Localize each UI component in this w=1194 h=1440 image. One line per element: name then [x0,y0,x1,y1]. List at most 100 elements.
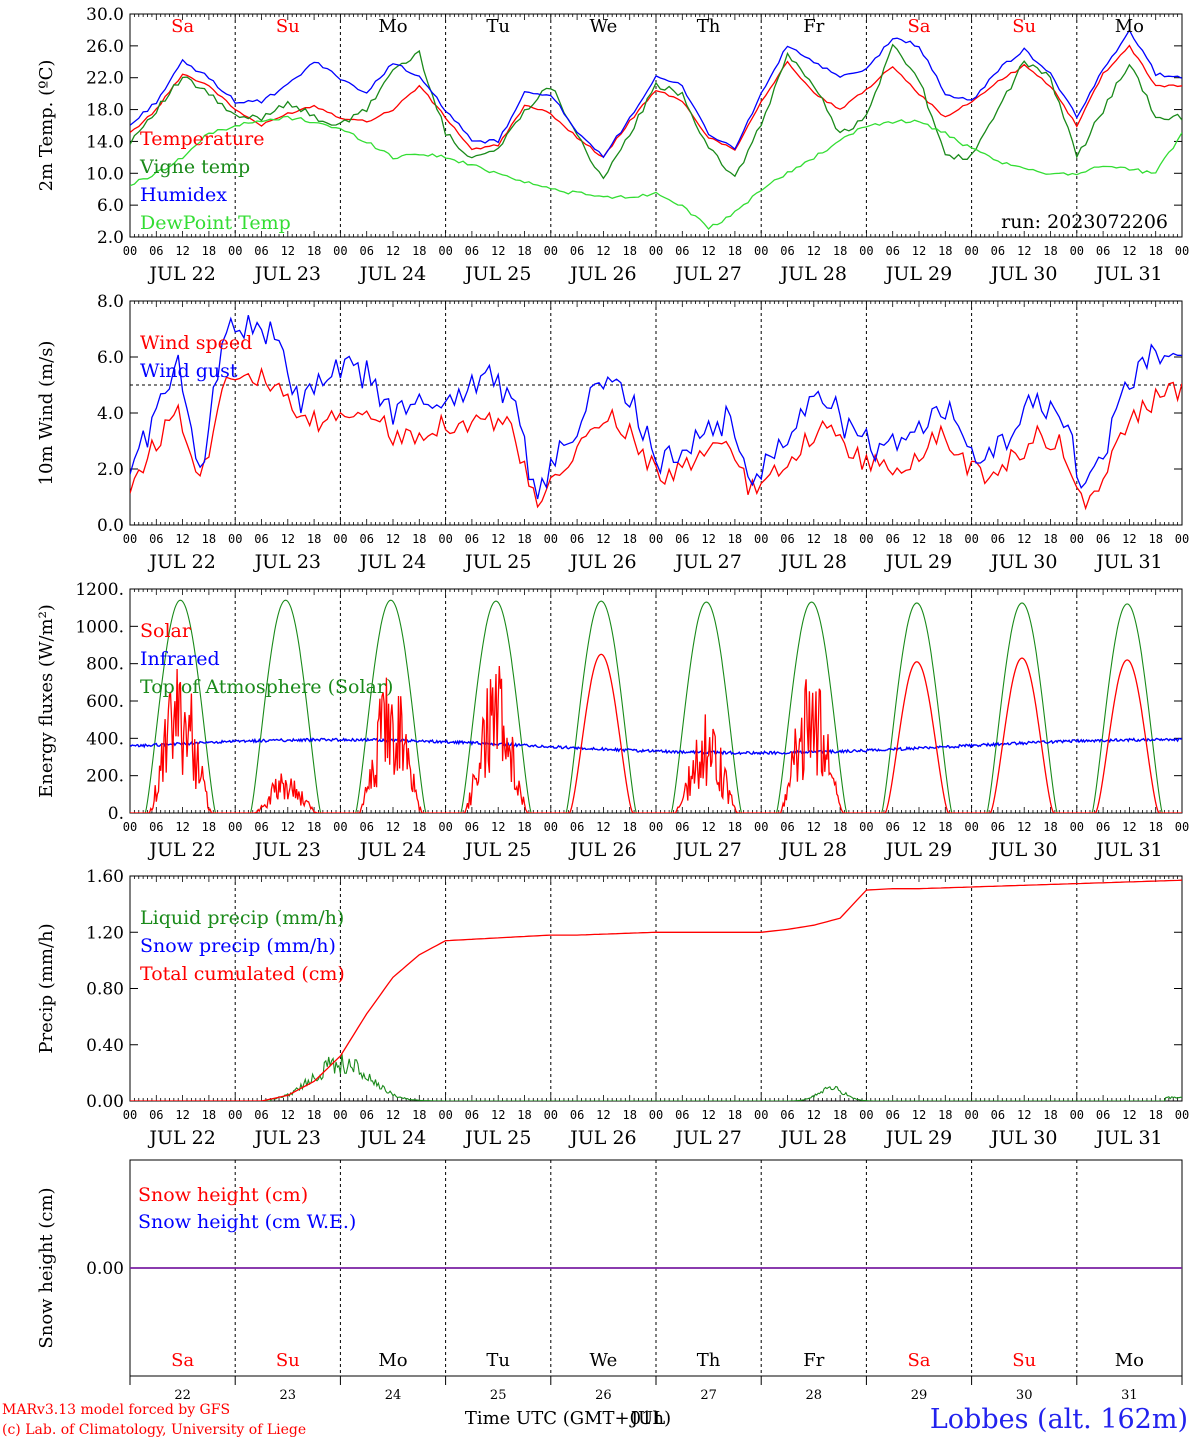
series-group [130,28,1182,230]
series-group [130,879,1182,1101]
x-axis-title: Time UTC (GMT+01h) [465,1408,671,1429]
y-tick-label: 6.0 [97,348,124,368]
y-axis-label: Precip (mm/h) [36,923,57,1053]
date-label: JUL 25 [463,1127,531,1149]
hour-tick-label: 12 [386,244,400,258]
hour-tick-label: 00 [1175,820,1189,834]
y-tick-label: 8.0 [97,292,124,312]
hour-tick-label: 12 [386,532,400,546]
hour-tick-label: 06 [885,244,899,258]
hour-tick-label: 18 [728,820,742,834]
hour-tick-label: 00 [649,820,663,834]
day-number-label: 30 [1016,1388,1033,1403]
hour-tick-label: 00 [754,532,768,546]
hour-tick-label: 12 [281,244,295,258]
hour-tick-label: 06 [991,1108,1005,1122]
hour-tick-label: 00 [1175,532,1189,546]
hour-tick-label: 00 [754,244,768,258]
hour-tick-label: 00 [859,820,873,834]
y-tick-label: 2.0 [97,460,124,480]
hour-tick-label: 00 [964,244,978,258]
hour-tick-label: 18 [938,532,952,546]
date-label: JUL 31 [1094,1127,1162,1149]
hour-tick-label: 18 [1043,820,1057,834]
weekday-label: We [590,1350,618,1371]
hour-tick-label: 12 [807,820,821,834]
y-tick-label: 18.0 [86,101,124,121]
hour-tick-label: 00 [1175,1108,1189,1122]
series-group [130,599,1182,813]
y-tick-label: 26.0 [86,37,124,57]
weekday-label: Fr [803,16,824,37]
hour-tick-label: 00 [438,820,452,834]
date-label: JUL 24 [358,839,426,861]
hour-tick-label: 18 [938,244,952,258]
hour-tick-label: 18 [412,244,426,258]
weekday-label: Tu [486,16,510,37]
hour-tick-label: 06 [254,1108,268,1122]
hour-tick-label: 00 [123,244,137,258]
y-tick-label: 6.0 [97,196,124,216]
date-label: JUL 29 [884,263,952,285]
hour-tick-label: 06 [991,244,1005,258]
hour-tick-label: 00 [1175,244,1189,258]
weekday-label: Tu [486,1350,510,1371]
date-label: JUL 25 [463,551,531,573]
hour-tick-label: 12 [701,244,715,258]
hour-tick-label: 00 [1070,244,1084,258]
hour-tick-label: 06 [1096,532,1110,546]
series-line-top-of-atmosphere [130,599,1182,813]
hour-tick-label: 00 [649,532,663,546]
date-label: JUL 27 [673,1127,741,1149]
x-axis-overlap-label: JUL [629,1408,665,1429]
hour-tick-label: 18 [833,820,847,834]
series-line-dewpoint-temp [130,115,1182,230]
y-tick-label: 600. [86,692,124,712]
y-tick-label: 0.40 [86,1036,124,1056]
hour-tick-label: 00 [123,532,137,546]
hour-tick-label: 00 [544,244,558,258]
panel-5: 0.00 Snow height (cm) Snow height (cm) Snow… [36,1159,1183,1403]
y-tick-label: 0.0 [97,516,124,536]
hour-tick-label: 18 [1043,244,1057,258]
hour-tick-label: 00 [1070,532,1084,546]
hour-tick-label: 18 [622,1108,636,1122]
hour-tick-label: 18 [833,244,847,258]
hour-tick-label: 06 [675,244,689,258]
hour-tick-label: 18 [307,820,321,834]
day-number-label: 29 [911,1388,928,1403]
day-number-label: 22 [174,1388,191,1403]
panel-4: 00 06 12 18 00 06 12 18 00 06 12 18 00 06 12 18 00 06 12 18… [36,867,1189,1149]
hour-tick-label: 18 [833,1108,847,1122]
weekday-label: We [590,16,618,37]
hour-tick-label: 06 [885,532,899,546]
weekday-label: Su [276,1350,300,1371]
weekday-label: Th [697,16,721,37]
date-label: JUL 28 [779,1127,847,1149]
hour-tick-label: 18 [938,1108,952,1122]
y-tick-label: 4.0 [97,404,124,424]
hour-tick-label: 06 [570,820,584,834]
weekday-label: Su [1012,16,1036,37]
date-label: JUL 25 [463,839,531,861]
hour-tick-label: 00 [333,244,347,258]
legend-entry: Wind gust [140,360,238,382]
legend-entry: Vigne temp [139,156,250,178]
date-label: JUL 22 [147,1127,215,1149]
hour-tick-label: 12 [281,820,295,834]
hour-tick-label: 06 [359,820,373,834]
hour-tick-label: 18 [517,1108,531,1122]
hour-tick-label: 00 [649,1108,663,1122]
hour-tick-label: 00 [964,1108,978,1122]
legend-entry: Total cumulated (cm) [140,963,345,985]
day-number-label: 23 [280,1388,297,1403]
weekday-label: Sa [907,16,930,37]
y-tick-label: 1.60 [86,867,124,887]
date-label: JUL 27 [673,263,741,285]
date-label: JUL 31 [1094,839,1162,861]
hour-tick-label: 18 [728,1108,742,1122]
date-label: JUL 25 [463,263,531,285]
date-label: JUL 29 [884,1127,952,1149]
date-label: JUL 22 [147,263,215,285]
y-tick-label: 400. [86,729,124,749]
